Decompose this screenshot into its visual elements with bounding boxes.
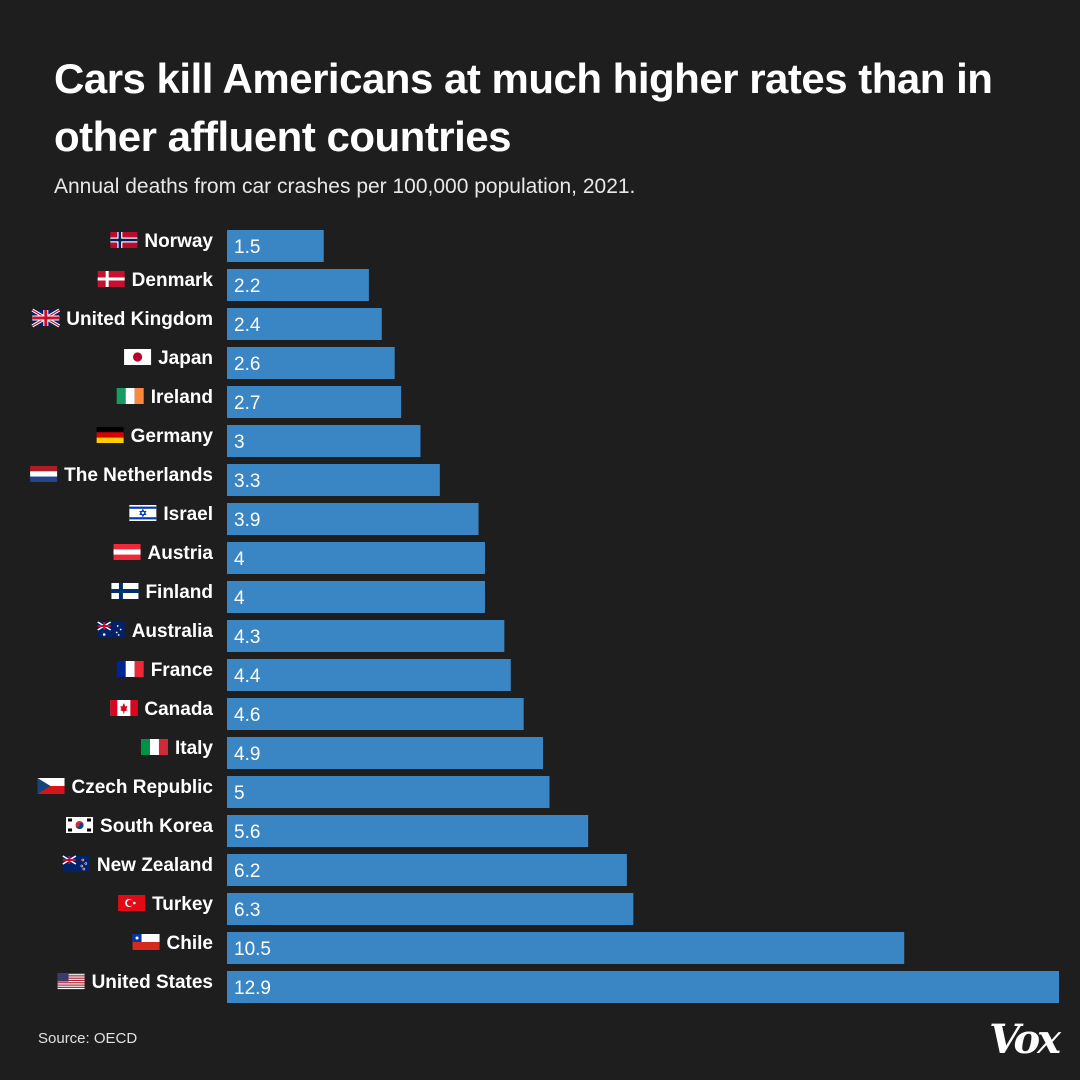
bar-value-label: 3.3: [234, 471, 260, 492]
bar: [227, 464, 440, 496]
bar-value-label: 3: [234, 432, 245, 453]
italy-flag-icon: [140, 739, 168, 755]
turkey-flag-icon: [118, 895, 146, 911]
country-label: Norway: [144, 231, 213, 252]
bar: [227, 659, 511, 691]
bar: [227, 542, 485, 574]
country-label: Japan: [158, 348, 213, 369]
bar: [227, 425, 421, 457]
netherlands-flag-icon: [30, 466, 58, 482]
finland-flag-icon: [111, 583, 139, 599]
united-states-flag-icon: [57, 973, 85, 990]
chart-subtitle: Annual deaths from car crashes per 100,0…: [54, 175, 636, 198]
country-label: Italy: [175, 738, 213, 759]
ireland-flag-icon: [116, 388, 144, 404]
bar-value-label: 4.4: [234, 666, 261, 687]
australia-flag-icon: [97, 621, 125, 638]
bar: [227, 893, 634, 925]
bar: [227, 269, 369, 301]
bar: [227, 620, 505, 652]
country-label: Australia: [132, 621, 214, 642]
new-zealand-flag-icon: [62, 855, 90, 872]
country-label: South Korea: [100, 816, 213, 837]
bar-value-label: 4.9: [234, 744, 260, 765]
bar-value-label: 4: [234, 549, 245, 570]
country-label: Czech Republic: [72, 777, 214, 798]
source-note: Source: OECD: [38, 1030, 138, 1047]
bar: [227, 737, 544, 769]
bar-value-label: 6.3: [234, 900, 260, 921]
bar: [227, 854, 627, 886]
bar-value-label: 10.5: [234, 939, 271, 960]
bar: [227, 815, 589, 847]
norway-flag-icon: [110, 232, 138, 248]
bar: [227, 932, 905, 964]
bar-value-label: 2.2: [234, 276, 260, 297]
germany-flag-icon: [96, 427, 124, 443]
bar: [227, 581, 485, 613]
bar-value-label: 2.7: [234, 393, 260, 414]
bar-value-label: 6.2: [234, 861, 260, 882]
israel-flag-icon: [129, 505, 157, 521]
country-label: New Zealand: [97, 855, 213, 876]
japan-flag-icon: [124, 349, 152, 365]
chart-title: Cars kill Americans at much higher rates…: [54, 55, 993, 160]
country-label: The Netherlands: [64, 465, 213, 486]
country-label: United Kingdom: [66, 309, 213, 330]
bar-value-label: 5: [234, 783, 245, 804]
bar-value-label: 3.9: [234, 510, 260, 531]
country-label: Austria: [148, 543, 214, 564]
country-label: Denmark: [132, 270, 214, 291]
bar-value-label: 4.3: [234, 627, 260, 648]
bar-value-label: 2.4: [234, 315, 261, 336]
country-label: Ireland: [151, 387, 213, 408]
bar: [227, 776, 550, 808]
south-korea-flag-icon: [66, 817, 94, 833]
country-label: Israel: [163, 504, 213, 525]
bar: [227, 698, 524, 730]
bar-value-label: 4: [234, 588, 245, 609]
bar: [227, 308, 382, 340]
austria-flag-icon: [113, 544, 141, 560]
vox-logo: Vox: [989, 1016, 1061, 1063]
country-label: United States: [92, 972, 213, 993]
canada-flag-icon: [110, 700, 138, 716]
united-kingdom-flag-icon: [31, 308, 61, 328]
country-label: Canada: [144, 699, 213, 720]
country-label: Chile: [167, 933, 213, 954]
czech-republic-flag-icon: [37, 778, 65, 794]
denmark-flag-icon: [97, 271, 125, 287]
bar: [227, 503, 479, 535]
chile-flag-icon: [132, 934, 160, 950]
bar: [227, 971, 1059, 1003]
bar: [227, 230, 324, 262]
bar-value-label: 1.5: [234, 237, 260, 258]
country-label: France: [151, 660, 213, 681]
bar-value-label: 2.6: [234, 354, 260, 375]
country-label: Turkey: [152, 894, 213, 915]
bar-value-label: 4.6: [234, 705, 260, 726]
bar: [227, 347, 395, 379]
country-label: Germany: [131, 426, 214, 447]
bar-value-label: 12.9: [234, 978, 271, 999]
country-label: Finland: [145, 582, 213, 603]
bar: [227, 386, 402, 418]
france-flag-icon: [116, 661, 144, 677]
bar-value-label: 5.6: [234, 822, 260, 843]
